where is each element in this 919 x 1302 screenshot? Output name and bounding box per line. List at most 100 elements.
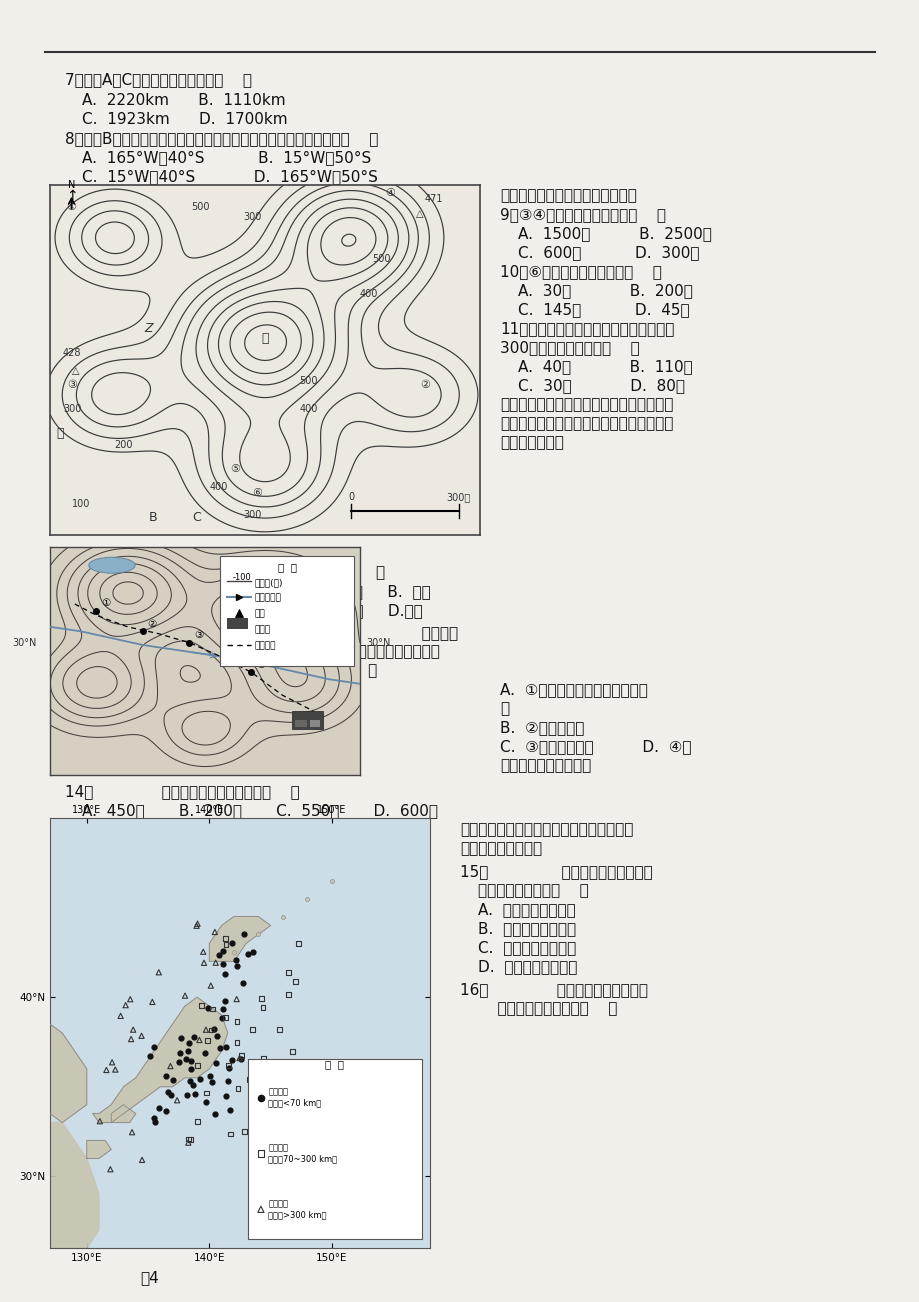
Bar [247,1059,422,1240]
Point [232,1048,246,1069]
Text: ③: ③ [194,630,203,641]
Text: 考察路线: 考察路线 [255,642,276,651]
Point [272,1018,287,1039]
Text: N: N [68,180,75,190]
Text: 图4: 图4 [140,1269,159,1285]
Point [183,1129,198,1150]
Text: 中源地震
（深度70~300 km）: 中源地震 （深度70~300 km） [268,1143,337,1163]
Text: 400: 400 [209,482,227,491]
Point [199,1082,214,1103]
Text: 地形为（    ）: 地形为（ ） [320,565,385,579]
Text: D.  由东向西深度增大: D. 由东向西深度增大 [478,960,577,974]
Point [221,1057,236,1078]
Point [241,944,255,965]
Point [224,1049,239,1070]
Text: B: B [149,510,157,523]
Point [221,1055,236,1075]
Text: 500: 500 [372,254,391,264]
Bar [295,720,307,727]
Point [184,1059,199,1079]
Point [152,962,166,983]
Text: 130°E: 130°E [72,805,101,815]
Text: △: △ [415,208,423,219]
Text: 某校研究性学习小组到野外考察，下图为考: 某校研究性学习小组到野外考察，下图为考 [499,397,673,411]
Point [190,913,205,934]
Polygon shape [86,1141,111,1159]
Point [237,1121,252,1142]
Text: A.  165°W，40°S           B.  15°W，50°S: A. 165°W，40°S B. 15°W，50°S [82,150,371,165]
Point [183,1072,198,1092]
Text: A.  40米            B.  110米: A. 40米 B. 110米 [517,359,692,374]
Point [230,956,244,976]
Point [208,952,222,973]
Text: 居民点: 居民点 [255,626,270,634]
Text: 15、               日本及其附近海域震源: 15、 日本及其附近海域震源 [460,865,652,879]
Text: 图。读图回答下两题: 图。读图回答下两题 [460,841,541,855]
Text: C.  15°W，40°S            D.  165°W，50°S: C. 15°W，40°S D. 165°W，50°S [82,169,378,184]
Text: 浅源地震
（深度<70 km）: 浅源地震 （深度<70 km） [268,1087,322,1107]
Point [172,1052,187,1073]
Text: B.  ②地坡度最陡: B. ②地坡度最陡 [499,720,584,736]
Text: 河流、瀑布: 河流、瀑布 [255,594,281,603]
Text: C.  30米            D.  80米: C. 30米 D. 80米 [517,378,685,393]
Point [267,1055,281,1075]
Bar [291,711,323,729]
Text: A.  30米            B.  200米: A. 30米 B. 200米 [517,283,692,298]
Point [192,1069,207,1090]
Point [103,1159,118,1180]
Text: 30°N: 30°N [366,638,391,648]
Point [93,1111,108,1131]
Text: 16、              关于日本多火山地震的: 16、 关于日本多火山地震的 [460,982,647,997]
Text: 图  例: 图 例 [278,562,296,572]
Point [187,1083,202,1104]
Point [208,922,222,943]
Text: 30°N: 30°N [13,638,37,648]
Point [178,1048,193,1069]
Text: ③: ③ [67,380,77,391]
Point [160,1082,175,1103]
Point [210,1026,224,1047]
Bar [221,556,354,665]
Point [158,1065,173,1086]
Point [285,1042,300,1062]
Point [229,988,244,1009]
Point [233,1048,248,1069]
Text: A.  ①地附近的河流从西南流向东: A. ①地附近的河流从西南流向东 [499,682,647,697]
Point [123,988,138,1009]
Text: △: △ [72,366,79,376]
Point [170,1090,185,1111]
Point [290,934,305,954]
Point [254,988,268,1009]
Text: 可能与实地情况相符的是: 可能与实地情况相符的是 [320,644,439,659]
Point [205,999,220,1019]
Text: ⑤: ⑤ [231,464,241,474]
Point [159,1100,174,1121]
Point [219,935,233,956]
Text: A.  由北向南深度增大: A. 由北向南深度增大 [478,902,575,917]
Text: 原因，描述正确的是（    ）: 原因，描述正确的是（ ） [478,1001,617,1016]
Point [179,1085,194,1105]
Point [124,1029,139,1049]
Text: 8、图中B点的对趾点（是地球同一直径的两个端点）的地理坐标是（    ）: 8、图中B点的对趾点（是地球同一直径的两个端点）的地理坐标是（ ） [65,132,378,146]
Point [222,1100,237,1121]
Point [189,915,204,936]
Text: C.  洼地     D.山顶: C. 洼地 D.山顶 [320,603,423,618]
Text: 500: 500 [299,376,318,387]
Point [199,1019,213,1040]
Text: 读等高线地形图，回答下面三题。: 读等高线地形图，回答下面三题。 [499,187,636,203]
Point [233,1046,248,1066]
Text: 300: 300 [62,405,81,414]
Point [194,995,209,1016]
Text: C.  1923km      D.  1700km: C. 1923km D. 1700km [82,112,288,128]
Polygon shape [38,1025,86,1122]
Point [173,1043,187,1064]
Point [215,999,230,1019]
Text: 300米: 300米 [446,492,471,503]
Point [258,1109,273,1130]
Bar [310,720,320,727]
Text: 13、               下列描述: 13、 下列描述 [320,625,458,641]
Text: C.  600米           D.  300米: C. 600米 D. 300米 [517,245,698,260]
Point [119,995,133,1016]
Point [198,1043,212,1064]
Point [209,1052,223,1073]
